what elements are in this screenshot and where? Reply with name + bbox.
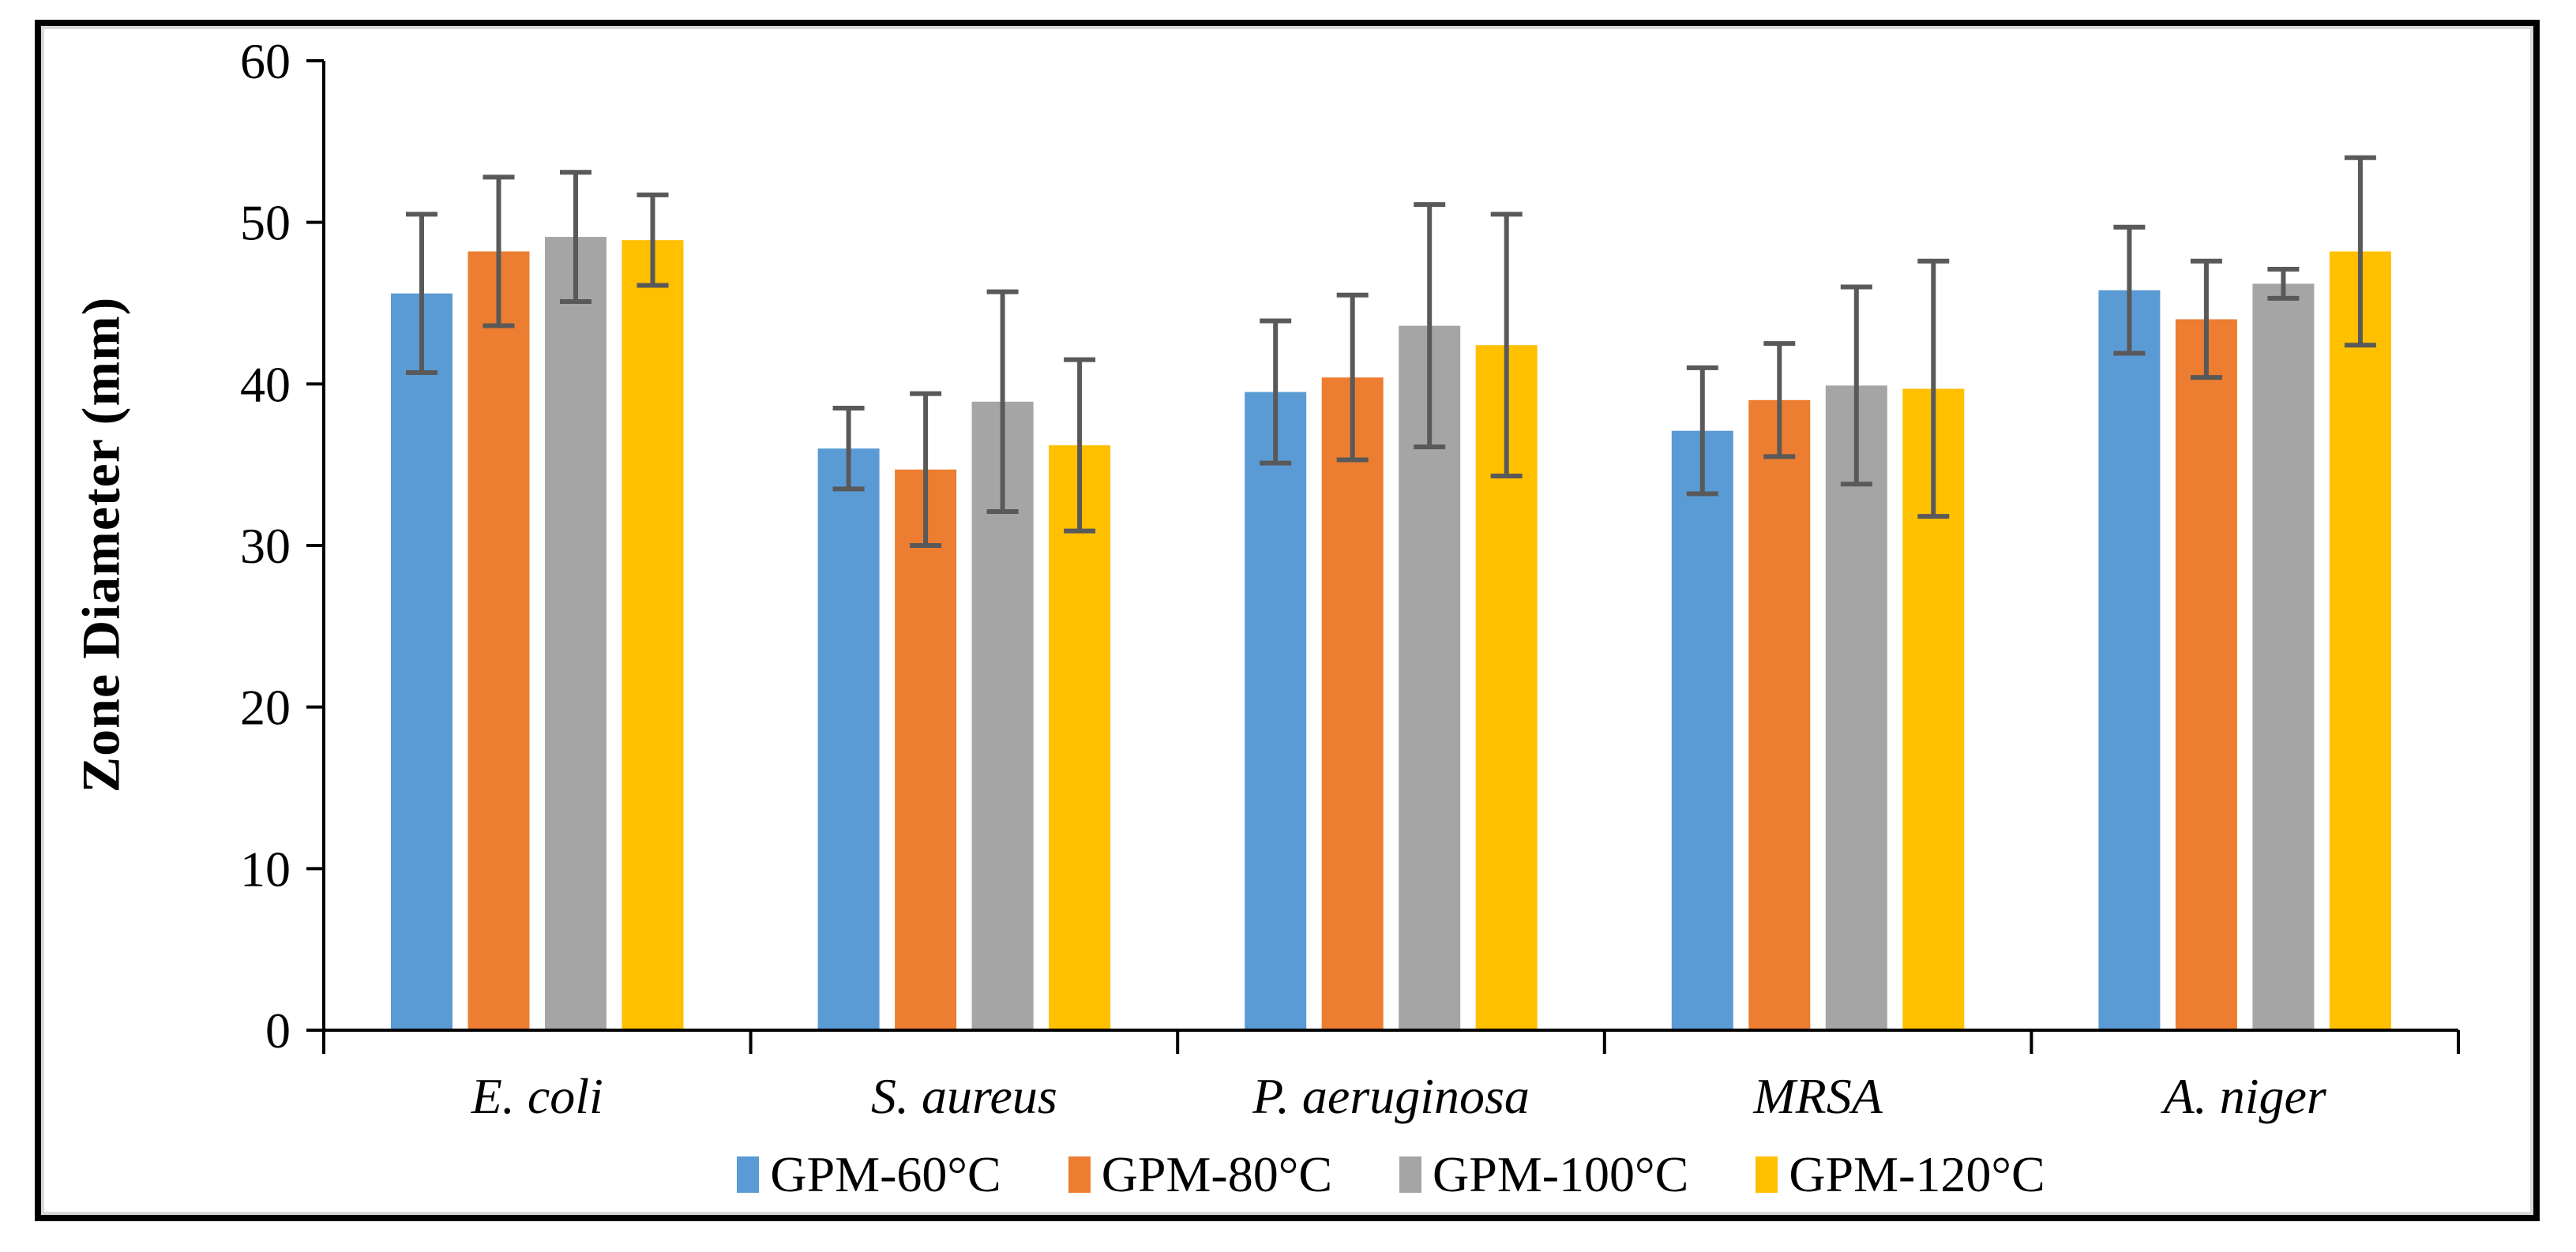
legend-swatch-gpm120 bbox=[1756, 1156, 1778, 1193]
bar bbox=[468, 251, 530, 1030]
legend-swatch-gpm60 bbox=[737, 1156, 760, 1193]
category-label: E. coli bbox=[471, 1068, 603, 1124]
legend-label: GPM-60°C bbox=[770, 1146, 1001, 1202]
category-label: S. aureus bbox=[871, 1068, 1057, 1124]
bar bbox=[621, 240, 684, 1030]
bar bbox=[1049, 445, 1111, 1030]
y-tick-labels-group: 0 10 20 30 40 50 60 bbox=[240, 33, 291, 1059]
legend-label: GPM-120°C bbox=[1789, 1146, 2045, 1202]
y-axis-title: Zone Diameter (mm) bbox=[70, 296, 131, 793]
legend-label: GPM-80°C bbox=[1101, 1146, 1332, 1202]
category-label: P. aeruginosa bbox=[1252, 1068, 1530, 1124]
y-tick-label: 10 bbox=[240, 841, 291, 897]
y-tick-label: 60 bbox=[240, 33, 291, 89]
bar bbox=[2175, 319, 2237, 1030]
bar bbox=[1671, 430, 1733, 1030]
y-tick-label: 30 bbox=[240, 518, 291, 574]
bar bbox=[817, 448, 880, 1030]
category-labels-group: E. coli S. aureus P. aeruginosa MRSA A. nige… bbox=[471, 1068, 2327, 1124]
category-label: A. niger bbox=[2161, 1068, 2327, 1124]
bar bbox=[1245, 392, 1307, 1031]
bar bbox=[1825, 385, 1887, 1030]
y-tick-label: 50 bbox=[240, 195, 291, 251]
bars-group bbox=[391, 237, 2391, 1031]
bar bbox=[2098, 290, 2161, 1030]
legend-swatch-gpm80 bbox=[1068, 1156, 1091, 1193]
legend-item: GPM-100°C bbox=[1399, 1145, 1688, 1204]
legend-label: GPM-100°C bbox=[1433, 1146, 1689, 1202]
legend-item: GPM-80°C bbox=[1068, 1145, 1332, 1204]
bar bbox=[1321, 377, 1384, 1030]
bar bbox=[2329, 251, 2391, 1030]
bar bbox=[895, 469, 957, 1030]
bar bbox=[391, 293, 452, 1031]
bar bbox=[1748, 399, 1811, 1030]
bar bbox=[545, 237, 606, 1030]
legend-item: GPM-120°C bbox=[1756, 1145, 2045, 1204]
legend-item: GPM-60°C bbox=[737, 1145, 1001, 1204]
y-tick-label: 20 bbox=[240, 680, 291, 736]
legend: GPM-60°C GPM-80°C GPM-100°C GPM-120°C bbox=[324, 1138, 2458, 1211]
bar bbox=[2252, 283, 2315, 1030]
axes-group bbox=[306, 59, 2460, 1054]
category-label: MRSA bbox=[1752, 1068, 1883, 1124]
y-tick-label: 40 bbox=[240, 356, 291, 412]
y-tick-label: 0 bbox=[265, 1003, 291, 1059]
legend-swatch-gpm100 bbox=[1399, 1156, 1421, 1193]
error-bars-group bbox=[406, 155, 2376, 548]
